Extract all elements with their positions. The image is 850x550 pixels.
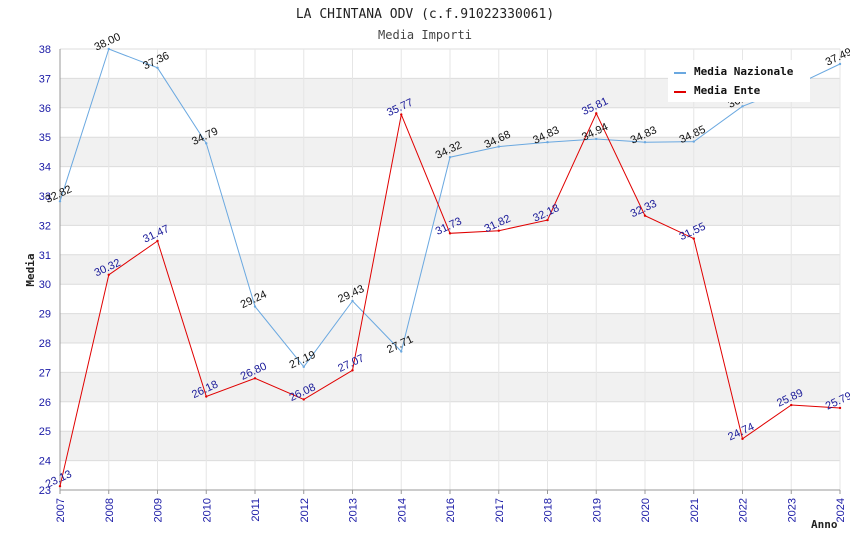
- x-tick-label: 2012: [299, 498, 311, 522]
- x-tick-label: 2017: [494, 498, 506, 522]
- chart-subtitle: Media Importi: [378, 28, 472, 42]
- data-point-ente: [302, 398, 305, 401]
- y-ticks: 23 24 25 26 27 28 29 30 31 32 33 34 35 36 37 38: [39, 44, 51, 497]
- legend-label-ente: Media Ente: [694, 84, 761, 97]
- x-tick-label: 2009: [153, 498, 165, 522]
- data-point-ente: [253, 377, 257, 380]
- x-tick-label: 2010: [201, 498, 213, 522]
- y-tick-label: 27: [39, 367, 51, 379]
- y-tick-label: 25: [39, 426, 51, 438]
- x-tick-label: 2024: [835, 498, 847, 522]
- data-point-nazionale: [253, 305, 257, 308]
- data-point-nazionale: [448, 155, 452, 159]
- chart-title: LA CHINTANA ODV (c.f.91022330061): [296, 7, 554, 22]
- data-point-nazionale: [643, 140, 647, 144]
- y-tick-label: 32: [39, 220, 51, 232]
- data-point-ente: [58, 484, 62, 488]
- x-tick-label: 2008: [104, 498, 116, 522]
- legend-box: [668, 60, 810, 102]
- data-point-nazionale: [400, 350, 403, 353]
- x-tick-label: 2016: [445, 498, 457, 522]
- x-tick-label: 2021: [689, 498, 701, 522]
- legend-label-nazionale: Media Nazionale: [694, 65, 794, 78]
- data-point-ente: [595, 112, 598, 115]
- data-point-nazionale: [302, 365, 305, 369]
- data-point-ente: [741, 437, 744, 441]
- data-point-nazionale: [205, 142, 208, 145]
- y-tick-label: 36: [39, 103, 51, 115]
- data-point-ente: [546, 218, 549, 222]
- x-axis-label: Anno: [811, 518, 838, 531]
- y-tick-label: 26: [39, 397, 51, 409]
- y-tick-label: 37: [39, 73, 51, 85]
- x-tick-label: 2022: [738, 498, 750, 522]
- data-point-nazionale: [741, 105, 744, 108]
- data-point-nazionale: [107, 47, 110, 51]
- grid-lines: [59, 48, 841, 491]
- data-point-nazionale: [351, 299, 354, 303]
- y-tick-label: 29: [39, 309, 51, 321]
- series-lines: [58, 47, 842, 488]
- x-tick-label: 2013: [348, 498, 360, 522]
- data-point-ente: [107, 273, 110, 276]
- x-tick-label: 2018: [543, 498, 555, 522]
- y-tick-label: 33: [39, 191, 51, 203]
- x-tick-label: 2023: [786, 498, 798, 522]
- x-ticks: 2007 2008 2009 2010 2011 2012 2013 2014 2016 2017…: [55, 490, 847, 522]
- data-point-nazionale: [546, 140, 549, 144]
- data-point-ente: [643, 214, 647, 217]
- data-point-nazionale: [838, 62, 842, 66]
- data-point-nazionale: [497, 145, 500, 148]
- data-point-nazionale: [58, 200, 62, 203]
- x-tick-label: 2011: [250, 498, 262, 522]
- data-point-nazionale: [156, 66, 159, 70]
- x-tick-label: 2019: [591, 498, 603, 522]
- data-point-ente: [790, 403, 793, 407]
- data-point-ente: [838, 406, 842, 410]
- data-point-ente: [205, 395, 208, 398]
- data-point-ente: [448, 232, 452, 235]
- data-point-ente: [156, 239, 159, 243]
- y-axis-label: Media: [24, 253, 37, 286]
- data-point-ente: [692, 237, 695, 240]
- y-tick-label: 28: [39, 338, 51, 350]
- legend: Media Nazionale Media Ente: [668, 60, 810, 102]
- data-point-ente: [497, 229, 500, 232]
- y-tick-label: 30: [39, 279, 51, 291]
- data-point-ente: [400, 113, 403, 116]
- y-tick-label: 35: [39, 132, 51, 144]
- y-tick-label: 34: [39, 162, 51, 174]
- data-point-nazionale: [595, 137, 598, 141]
- x-tick-label: 2007: [55, 498, 67, 522]
- data-point-nazionale: [692, 140, 695, 143]
- x-tick-label: 2014: [396, 498, 408, 522]
- y-tick-label: 23: [39, 485, 51, 497]
- x-tick-label: 2020: [640, 498, 652, 522]
- y-tick-label: 38: [39, 44, 51, 56]
- data-point-ente: [351, 369, 354, 372]
- y-tick-label: 31: [39, 250, 51, 262]
- y-tick-label: 24: [39, 456, 51, 468]
